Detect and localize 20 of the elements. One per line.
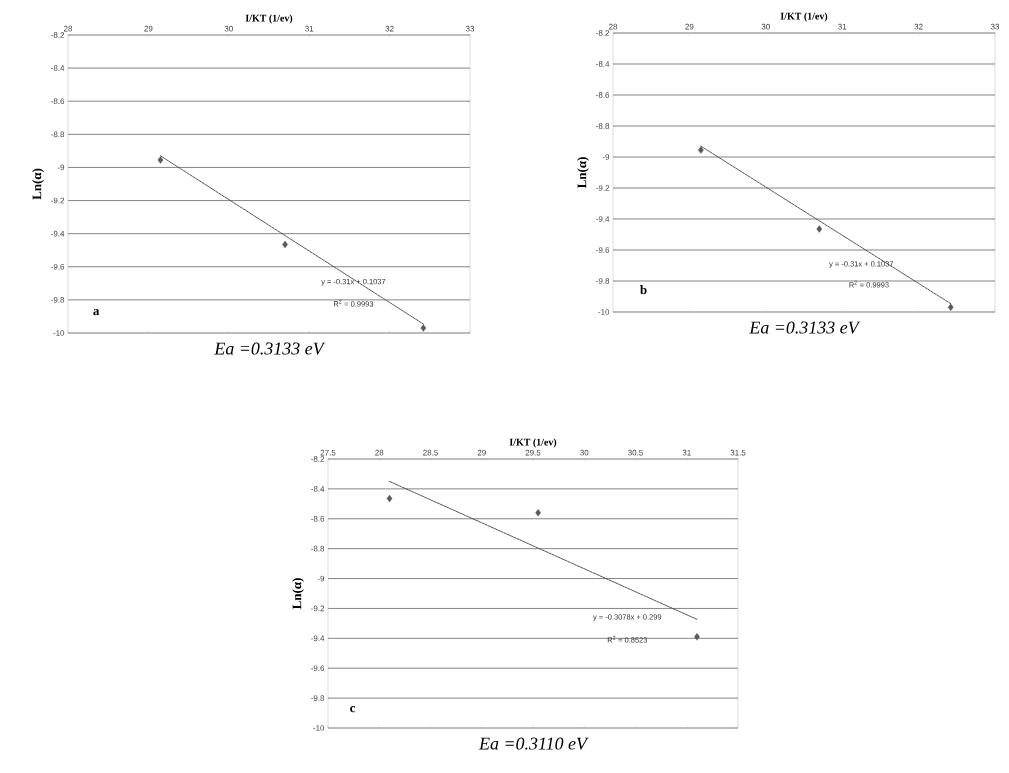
point — [535, 509, 541, 517]
chart-title: I/KT (1/ev) — [509, 438, 557, 448]
text: Ea =0.3133 eV — [214, 342, 326, 355]
text: Ea =0.3110 eV — [478, 737, 589, 750]
y-axis-title: Ln(α) — [577, 157, 589, 189]
annotation: a — [93, 309, 100, 316]
point — [386, 494, 393, 503]
chart-title: I/KT (1/ev) — [245, 14, 293, 24]
text: Ea =0.3133 eV — [749, 321, 861, 334]
chart-title: I/KT (1/ev) — [780, 12, 828, 22]
point — [947, 303, 954, 312]
point — [698, 146, 704, 154]
point — [420, 324, 427, 332]
point — [157, 156, 164, 164]
y-axis-title: Ln(α) — [32, 168, 44, 200]
annotation: c — [350, 706, 356, 713]
y-axis-title: Ln(α) — [292, 578, 304, 610]
point — [816, 225, 823, 233]
point — [694, 633, 700, 641]
annotation: b — [640, 285, 647, 295]
